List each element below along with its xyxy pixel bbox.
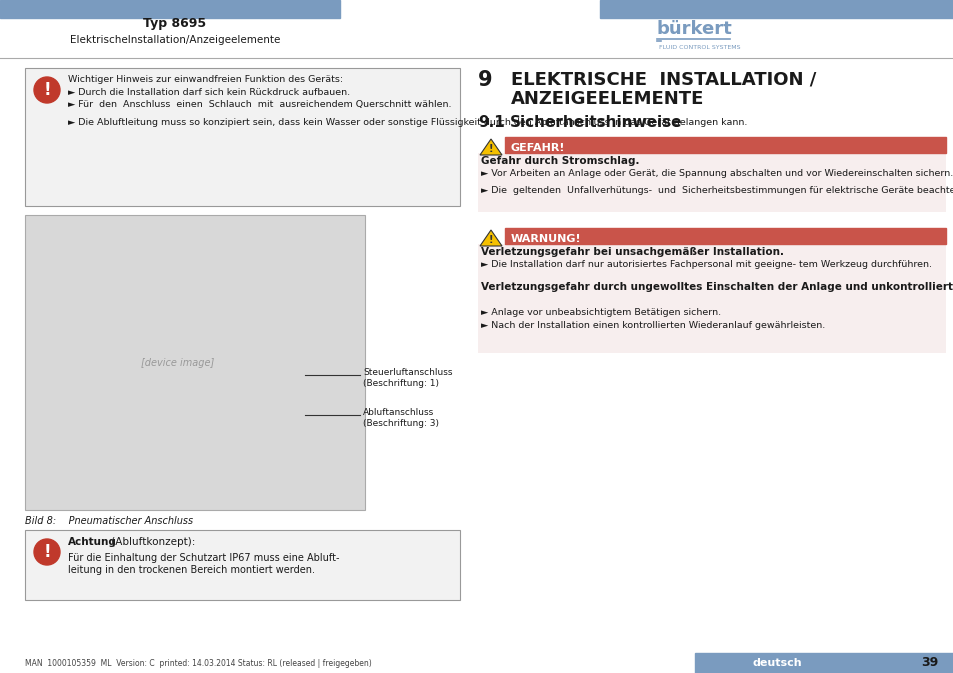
Bar	[477, 244, 945, 353]
Bar	[25, 215, 365, 510]
Text: (Abluftkonzept):: (Abluftkonzept):	[108, 537, 195, 547]
Text: FLUID CONTROL SYSTEMS: FLUID CONTROL SYSTEMS	[659, 45, 740, 50]
Text: 9.1: 9.1	[477, 115, 504, 130]
Text: ► Für  den  Anschluss  einen  Schlauch  mit  ausreichendem Querschnitt wählen.: ► Für den Anschluss einen Schlauch mit a…	[68, 100, 451, 109]
Bar	[695, 653, 953, 673]
Text: Für die Einhaltung der Schutzart IP67 muss eine Abluft-
leitung in den trockenen: Für die Einhaltung der Schutzart IP67 mu…	[68, 553, 339, 575]
Bar	[477, 153, 945, 212]
Text: !: !	[43, 543, 51, 561]
Circle shape	[34, 539, 60, 565]
Text: Sicherheitshinweise: Sicherheitshinweise	[510, 115, 681, 130]
Text: ► Nach der Installation einen kontrollierten Wiederanlauf gewährleisten.: ► Nach der Installation einen kontrollie…	[480, 321, 824, 330]
Text: GEFAHR!: GEFAHR!	[511, 143, 565, 153]
Bar	[599, 0, 953, 18]
Text: Achtung: Achtung	[68, 537, 117, 547]
Bar	[25, 68, 459, 206]
Text: !: !	[488, 144, 493, 154]
Text: Abluftanschluss
(Beschriftung: 3): Abluftanschluss (Beschriftung: 3)	[363, 409, 438, 428]
Text: [device image]: [device image]	[141, 357, 214, 367]
Text: ElektrischeInstallation/Anzeigeelemente: ElektrischeInstallation/Anzeigeelemente	[70, 35, 280, 45]
Bar	[25, 530, 459, 600]
Text: !: !	[43, 81, 51, 99]
Text: Steuerluftanschluss
(Beschriftung: 1): Steuerluftanschluss (Beschriftung: 1)	[363, 368, 452, 388]
Text: !: !	[488, 235, 493, 245]
Bar	[504, 228, 945, 244]
Bar	[0, 0, 339, 18]
Text: bürkert: bürkert	[657, 20, 732, 38]
Text: deutsch: deutsch	[751, 658, 801, 668]
Text: ► Die Abluftleitung muss so konzipiert sein, dass kein Wasser oder sonstige Flüs: ► Die Abluftleitung muss so konzipiert s…	[68, 118, 746, 127]
Text: Verletzungsgefahr durch ungewolltes Einschalten der Anlage und unkontrollierten : Verletzungsgefahr durch ungewolltes Eins…	[480, 282, 953, 292]
Polygon shape	[479, 230, 501, 246]
Text: Gefahr durch Stromschlag.: Gefahr durch Stromschlag.	[480, 156, 639, 166]
Text: Verletzungsgefahr bei unsachgemäßer Installation.: Verletzungsgefahr bei unsachgemäßer Inst…	[480, 247, 783, 257]
Bar	[504, 137, 945, 153]
Text: Wichtiger Hinweis zur einwandfreien Funktion des Geräts:: Wichtiger Hinweis zur einwandfreien Funk…	[68, 75, 343, 84]
Text: ► Vor Arbeiten an Anlage oder Gerät, die Spannung abschalten und vor Wiedereinsc: ► Vor Arbeiten an Anlage oder Gerät, die…	[480, 169, 952, 178]
Text: MAN  1000105359  ML  Version: C  printed: 14.03.2014 Status: RL (released | frei: MAN 1000105359 ML Version: C printed: 14…	[25, 658, 372, 668]
Text: 9: 9	[477, 70, 492, 90]
Text: 39: 39	[921, 656, 938, 670]
Text: Typ 8695: Typ 8695	[143, 17, 207, 30]
Text: Bild 8:    Pneumatischer Anschluss: Bild 8: Pneumatischer Anschluss	[25, 516, 193, 526]
Text: ► Die  geltenden  Unfallverhütungs-  und  Sicherheitsbestimmungen für elektrisch: ► Die geltenden Unfallverhütungs- und Si…	[480, 186, 953, 195]
Polygon shape	[479, 139, 501, 155]
Text: ► Anlage vor unbeabsichtigtem Betätigen sichern.: ► Anlage vor unbeabsichtigtem Betätigen …	[480, 308, 720, 317]
Circle shape	[34, 77, 60, 103]
Text: WARNUNG!: WARNUNG!	[511, 234, 581, 244]
Text: ANZEIGEELEMENTE: ANZEIGEELEMENTE	[511, 90, 703, 108]
Text: ELEKTRISCHE  INSTALLATION /: ELEKTRISCHE INSTALLATION /	[511, 70, 816, 88]
Text: ► Durch die Installation darf sich kein Rückdruck aufbauen.: ► Durch die Installation darf sich kein …	[68, 88, 350, 97]
Text: ► Die Installation darf nur autorisiertes Fachpersonal mit geeigne- tem Werkzeug: ► Die Installation darf nur autorisierte…	[480, 260, 931, 269]
